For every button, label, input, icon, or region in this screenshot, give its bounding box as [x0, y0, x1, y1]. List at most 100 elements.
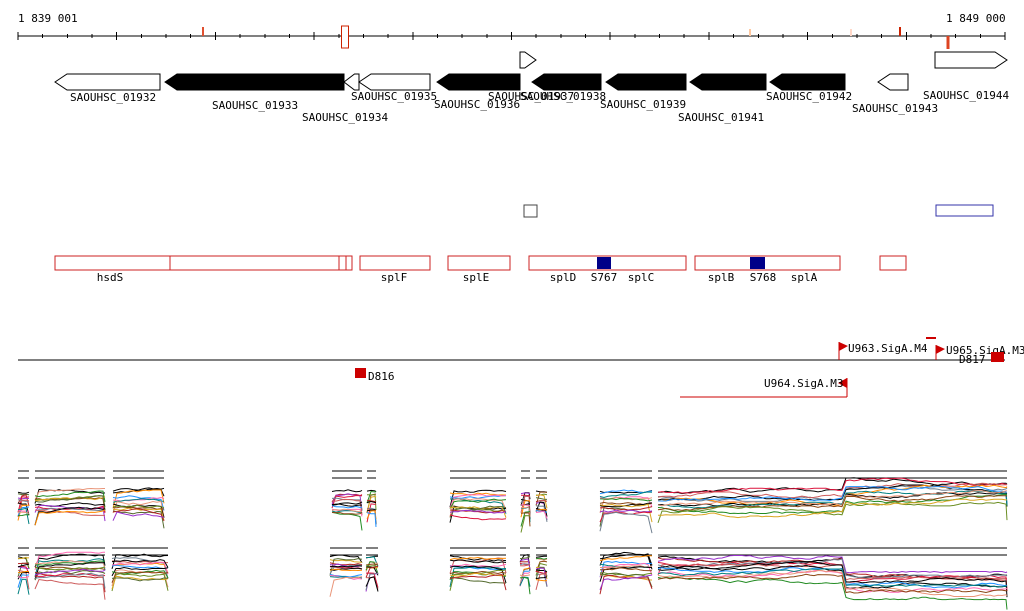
- expression-trace: [599, 491, 653, 499]
- expression-trace: [520, 504, 531, 507]
- expression-trace: [599, 555, 653, 562]
- expression-trace: [599, 574, 653, 590]
- expression-trace: [520, 492, 531, 495]
- expression-trace: [535, 508, 548, 512]
- expression-trace: [449, 505, 507, 518]
- expression-trace: [599, 567, 653, 572]
- expression-trace: [535, 497, 548, 500]
- gene-arrow-SAOUHSC_01935[interactable]: [358, 73, 431, 91]
- expression-trace: [18, 557, 30, 559]
- expression-trace: [519, 576, 531, 587]
- expression-trace: [535, 510, 548, 519]
- feature-box-splB-splA[interactable]: [694, 255, 841, 271]
- mid-box-wide-blue-feature[interactable]: [935, 204, 994, 217]
- gene-arrow-SAOUHSC_01933[interactable]: [164, 73, 345, 91]
- expression-track-band-1: [17, 470, 1008, 534]
- ruler-mark: [899, 27, 901, 36]
- expression-trace: [112, 508, 165, 522]
- expression-trace: [111, 573, 169, 592]
- gene-arrow-SAOUHSC_01942[interactable]: [769, 73, 846, 91]
- feature-box-splF[interactable]: [359, 255, 431, 271]
- expression-trace: [17, 507, 30, 525]
- expression-trace: [17, 493, 30, 496]
- gene-arrow-SAOUHSC_01938[interactable]: [531, 73, 602, 91]
- expression-trace: [366, 507, 377, 510]
- gene-arrow-SAOUHSC_01944[interactable]: [934, 51, 1008, 69]
- expression-trace: [17, 566, 30, 570]
- expression-trace: [329, 554, 363, 563]
- expression-trace: [449, 498, 507, 509]
- gene-arrow-SAOUHSC_01943[interactable]: [877, 73, 909, 91]
- gene-arrow-SAOUHSC_01932[interactable]: [54, 73, 161, 91]
- expression-trace: [34, 560, 106, 566]
- expression-trace: [535, 569, 548, 573]
- expression-trace: [17, 491, 30, 494]
- expression-trace: [599, 574, 653, 595]
- expression-trace: [365, 572, 379, 588]
- expression-trace: [34, 572, 106, 589]
- site-label-D817: D817: [959, 353, 986, 366]
- site-box-S768[interactable]: [750, 257, 765, 269]
- feature-box-unlabeled[interactable]: [879, 255, 907, 271]
- feature-label-splD: splD: [550, 271, 577, 284]
- expression-trace: [17, 497, 30, 500]
- ruler-mark: [202, 27, 204, 36]
- expression-trace: [535, 491, 548, 506]
- expression-trace: [599, 503, 653, 523]
- feature-box-hsdS[interactable]: [54, 255, 353, 271]
- site-marker-D817[interactable]: [991, 352, 1004, 362]
- expression-trace: [112, 511, 165, 521]
- gene-arrow-SAOUHSC_01934[interactable]: [343, 73, 360, 91]
- expression-trace: [519, 576, 531, 595]
- expression-trace: [34, 566, 106, 571]
- expression-trace: [17, 499, 30, 502]
- expression-trace: [111, 561, 169, 575]
- expression-trace: [331, 505, 362, 509]
- site-marker-D816[interactable]: [355, 368, 366, 378]
- expression-trace: [331, 494, 363, 509]
- expression-trace: [111, 553, 169, 570]
- expression-trace: [34, 566, 106, 570]
- expression-trace: [331, 511, 363, 531]
- expression-trace: [449, 489, 507, 508]
- expression-trace: [34, 487, 105, 501]
- expression-trace: [365, 576, 379, 592]
- expression-trace: [658, 498, 1008, 519]
- site-box-S767[interactable]: [597, 257, 611, 269]
- expression-trace: [17, 511, 30, 514]
- gene-arrow-SAOUHSC_01937[interactable]: [519, 51, 537, 69]
- site-label-D816: D816: [368, 370, 395, 383]
- expression-trace: [112, 487, 165, 494]
- expression-trace: [599, 572, 653, 588]
- expression-trace: [34, 506, 106, 526]
- gene-arrow-SAOUHSC_01939[interactable]: [605, 73, 687, 91]
- expression-trace: [599, 565, 653, 569]
- expression-trace: [535, 562, 548, 576]
- expression-trace: [34, 509, 106, 526]
- expression-trace: [599, 497, 653, 502]
- expression-trace: [449, 570, 507, 575]
- expression-trace: [331, 510, 363, 514]
- expression-trace: [331, 501, 363, 506]
- expression-trace: [34, 495, 106, 511]
- expression-trace: [112, 489, 165, 509]
- expression-trace: [17, 499, 30, 518]
- mid-box-small-square-feature[interactable]: [523, 204, 538, 218]
- site-flag-U965.SigA.M3[interactable]: [936, 345, 945, 354]
- expression-trace: [17, 571, 30, 580]
- site-label-U964.SigA.M3: U964.SigA.M3: [764, 377, 843, 390]
- site-flag-U964.SigA.M3[interactable]: [838, 378, 847, 388]
- site-label-U963.SigA.M4: U963.SigA.M4: [848, 342, 928, 355]
- site-flag-U963.SigA.M4[interactable]: [839, 342, 848, 351]
- expression-trace: [599, 511, 653, 534]
- expression-trace: [329, 562, 363, 566]
- expression-trace: [657, 576, 1008, 610]
- expression-trace: [112, 507, 165, 521]
- gene-arrow-SAOUHSC_01941[interactable]: [689, 73, 767, 91]
- feature-box-splE[interactable]: [447, 255, 511, 271]
- expression-trace: [366, 512, 377, 527]
- expression-trace: [17, 574, 30, 588]
- expression-trace: [599, 506, 653, 511]
- gene-arrow-SAOUHSC_01936[interactable]: [436, 73, 521, 91]
